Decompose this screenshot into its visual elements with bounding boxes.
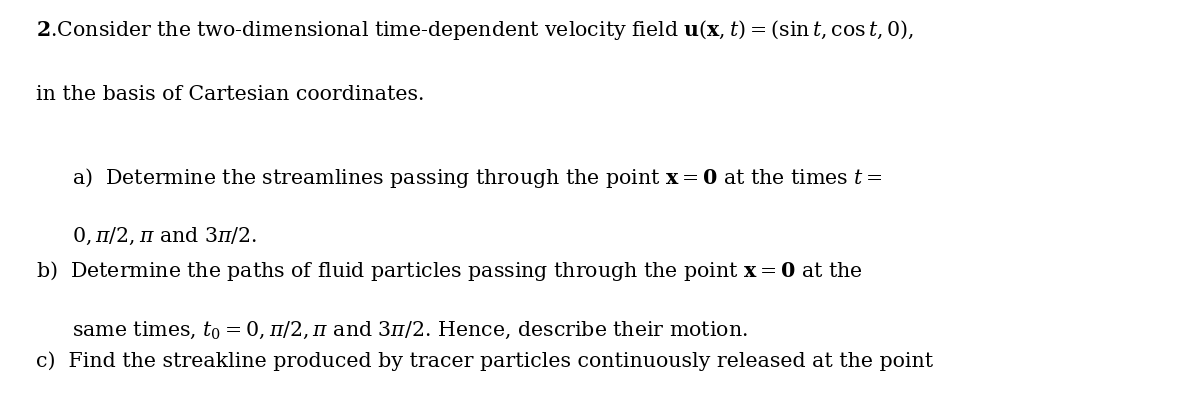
Text: c)  Find the streakline produced by tracer particles continuously released at th: c) Find the streakline produced by trace… [36,351,934,371]
Text: a)  Determine the streamlines passing through the point $\mathbf{x} = \mathbf{0}: a) Determine the streamlines passing thr… [72,166,883,189]
Text: in the basis of Cartesian coordinates.: in the basis of Cartesian coordinates. [36,85,425,104]
Text: $\mathbf{2}$.Consider the two-dimensional time-dependent velocity field $\mathbf: $\mathbf{2}$.Consider the two-dimensiona… [36,18,914,42]
Text: b)  Determine the paths of fluid particles passing through the point $\mathbf{x}: b) Determine the paths of fluid particle… [36,259,863,282]
Text: same times, $t_0 = 0, \pi/2, \pi$ and $3\pi/2$. Hence, describe their motion.: same times, $t_0 = 0, \pi/2, \pi$ and $3… [72,319,748,341]
Text: $0, \pi/2, \pi$ and $3\pi/2$.: $0, \pi/2, \pi$ and $3\pi/2$. [72,226,257,247]
